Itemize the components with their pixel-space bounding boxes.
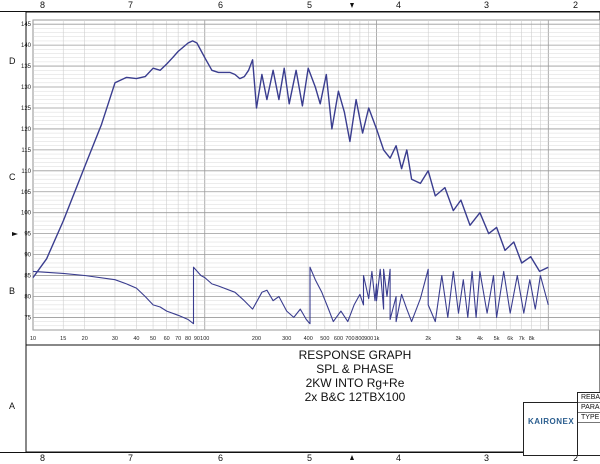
x-tick-label: 900	[364, 336, 373, 342]
left-center-marker	[12, 232, 18, 236]
y-tick-label: 120	[21, 127, 32, 133]
sheet-frame	[25, 11, 600, 453]
top-ruler-col-5: 5	[307, 0, 313, 10]
bottom-ruler-col-2: 2	[573, 453, 579, 463]
y-tick-label: 80	[24, 294, 31, 300]
title-line-4: 2x B&C 12TBX100	[304, 390, 406, 404]
y-tick-label: 95	[24, 232, 31, 238]
y-tick-label: 110	[21, 169, 31, 175]
bottom-ruler-col-3: 3	[484, 453, 490, 463]
title-line-3: 2KW INTO Rg+Re	[305, 376, 405, 390]
x-tick-label: 40	[133, 336, 139, 342]
top-center-marker	[350, 3, 354, 8]
y-tick-label: 90	[24, 253, 31, 259]
x-tick-label: 30	[112, 336, 118, 342]
y-tick-label: 105	[21, 190, 32, 196]
title-block: RESPONSE GRAPH SPL & PHASE 2KW INTO Rg+R…	[230, 348, 480, 404]
x-tick-label: 2k	[425, 336, 431, 342]
top-ruler-col-2: 2	[573, 0, 579, 10]
info-cell-1: REBA	[578, 393, 600, 403]
info-cell-2: PARA	[578, 403, 600, 413]
x-tick-label: 50	[150, 336, 156, 342]
bottom-ruler-col-4: 4	[396, 453, 402, 463]
left-ruler-row-a: A	[9, 401, 16, 411]
bottom-ruler-col-7: 7	[128, 453, 134, 463]
spl-curve	[32, 40, 549, 279]
left-ruler-row-d: D	[9, 56, 16, 66]
x-tick-label: 6k	[507, 336, 513, 342]
y-tick-label: 100	[21, 211, 32, 217]
x-tick-label: 200	[252, 336, 261, 342]
company-logo: KAIRONEX	[528, 417, 575, 426]
x-tick-label: 800	[355, 336, 364, 342]
y-tick-label: 75	[24, 315, 31, 321]
y-tick-label: 115	[21, 148, 31, 154]
x-tick-label: 600	[334, 336, 343, 342]
bottom-ruler-col-5: 5	[307, 453, 313, 463]
info-cell-3: TYPE	[578, 413, 600, 423]
title-line-1: RESPONSE GRAPH	[298, 348, 412, 362]
x-tick-label: 7k	[519, 336, 525, 342]
left-ruler: D C B A	[0, 12, 26, 449]
x-tick-label: 20	[82, 336, 88, 342]
y-tick-label: 145	[21, 22, 32, 28]
x-tick-label: 300	[282, 336, 291, 342]
bottom-ruler-col-6: 6	[218, 453, 224, 463]
x-tick-label: 70	[175, 336, 181, 342]
title-line-2: SPL & PHASE	[316, 362, 394, 376]
x-tick-label: 3k	[456, 336, 462, 342]
x-tick-label: 1k	[374, 336, 380, 342]
x-tick-label: 15	[60, 336, 66, 342]
bottom-center-marker	[350, 455, 354, 460]
top-ruler-col-4: 4	[396, 0, 402, 10]
x-tick-label: 400	[304, 336, 313, 342]
x-tick-label: 5k	[494, 336, 500, 342]
x-tick-label: 8k	[529, 336, 535, 342]
x-tick-label: 500	[320, 336, 329, 342]
top-ruler-col-3: 3	[484, 0, 490, 10]
info-table: REBA PARA TYPE	[577, 392, 600, 456]
y-tick-label: 85	[24, 274, 31, 280]
x-tick-label: 700	[345, 336, 354, 342]
left-ruler-row-c: C	[9, 172, 16, 182]
top-ruler-col-7: 7	[128, 0, 134, 10]
y-tick-label: 140	[21, 43, 32, 49]
x-tick-label: 90	[194, 336, 200, 342]
phase-curve	[32, 266, 549, 325]
bottom-ruler-col-8: 8	[40, 453, 46, 463]
y-tick-label: 125	[21, 106, 32, 112]
x-tick-label: 10	[30, 336, 36, 342]
top-ruler-col-6: 6	[218, 0, 224, 10]
x-tick-label: 60	[164, 336, 170, 342]
left-ruler-row-b: B	[9, 286, 16, 296]
y-tick-label: 130	[21, 85, 32, 91]
logo-box: KAIRONEX	[523, 402, 579, 456]
x-tick-label: 100	[200, 336, 209, 342]
top-ruler-col-8: 8	[40, 0, 46, 10]
x-tick-label: 4k	[477, 336, 483, 342]
y-tick-label: 135	[21, 64, 32, 70]
x-tick-label: 80	[185, 336, 191, 342]
